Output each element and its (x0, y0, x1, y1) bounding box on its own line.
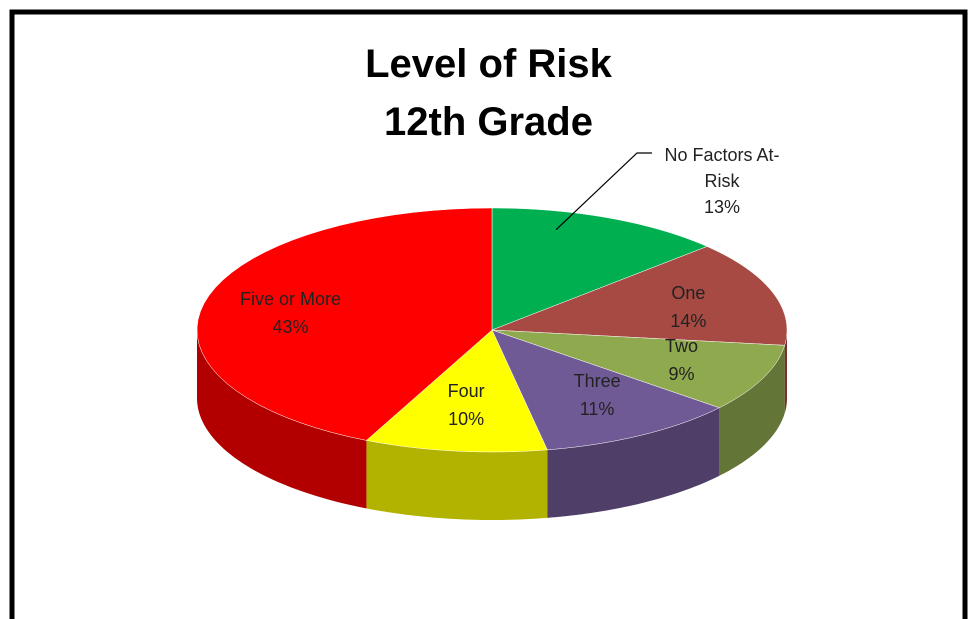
slice-label: Two (665, 336, 699, 357)
slice-side (547, 407, 720, 518)
slice-label: Five or More (239, 289, 341, 310)
slice-side (366, 440, 548, 520)
slice-side-shade (366, 440, 548, 520)
slice-side (719, 345, 785, 476)
slice (491, 207, 708, 331)
slice-label: Three (573, 371, 621, 392)
slice-label: No Factors At-Risk (664, 145, 780, 191)
slice-value-label: 11% (579, 399, 615, 420)
chart-subtitle: 12th Grade (384, 100, 593, 144)
slice-value-label: 43% (272, 317, 309, 338)
slice-side (197, 330, 367, 509)
slice (491, 246, 788, 346)
slice-value-label: 13% (703, 197, 741, 217)
slice-side-shade (784, 330, 787, 414)
slice-value-label: 14% (670, 310, 707, 331)
slice-value-label: 9% (668, 364, 695, 385)
slice-label: One (671, 282, 706, 303)
slice-side (784, 330, 787, 414)
slice-side-shade (719, 345, 785, 476)
slice-label: Four (447, 381, 485, 402)
slice (365, 329, 548, 453)
leader-line (555, 152, 652, 231)
slice-side-shade (197, 330, 367, 509)
slice (491, 329, 786, 409)
slice (196, 207, 493, 441)
slice (491, 329, 720, 451)
chart-title: Level of Risk (365, 42, 612, 86)
slice-value-label: 10% (448, 409, 485, 430)
slice-side-shade (547, 407, 720, 518)
